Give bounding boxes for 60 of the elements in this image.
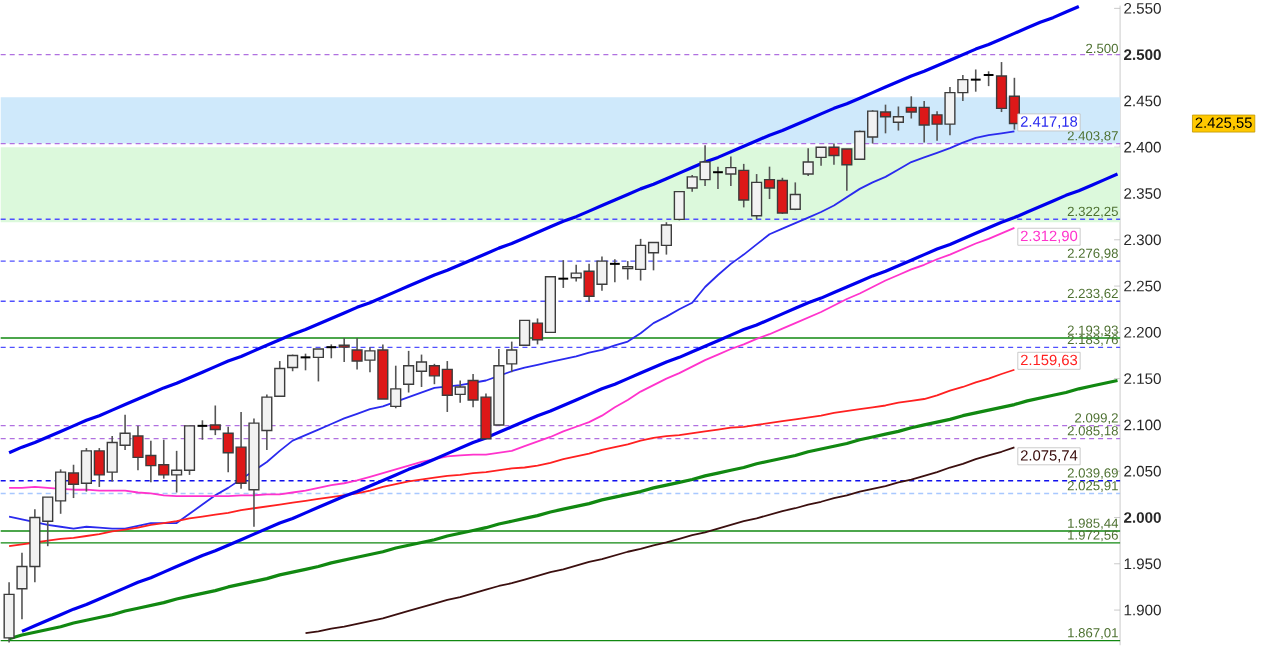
ref-line-label: 2.025,91 [1067,481,1118,493]
y-tick-label: 2.300 [1124,234,1161,246]
ref-line-label: 2.500 [1086,43,1118,54]
ref-line-label: 1.867,01 [1068,628,1118,640]
candlestick [67,464,80,500]
candlestick [428,363,441,386]
candlestick [209,404,221,437]
y-tick-label: 2.550 [1124,3,1161,14]
candlestick [390,365,402,410]
data-label: 2.075,74 [1020,450,1078,463]
ref-line-label: 2.085,18 [1067,426,1118,438]
y-tick-label: 2.400 [1124,142,1161,153]
data-label: 2.159,63 [1020,354,1078,368]
candlestick [802,147,814,177]
candlestick [415,353,428,388]
y-tick-label: 2.150 [1124,373,1161,385]
y-tick-label: 2.350 [1124,188,1161,200]
y-tick-label: 2.200 [1124,327,1161,338]
candlestick [789,181,801,212]
candlestick [531,317,544,346]
candlestick [506,340,518,374]
ref-line-label: 2.403,87 [1067,131,1118,143]
candlestick [158,439,170,480]
y-tick-label: 2.250 [1124,280,1161,292]
data-label: 2.417,18 [1020,116,1078,129]
ref-line-label: 2.233,62 [1067,288,1118,300]
y-tick-label: 2.450 [1124,95,1161,107]
candlestick [325,343,338,360]
ref-line-label: 1.985,44 [1068,518,1119,530]
ref-line-label: 2.193,93 [1067,325,1118,337]
ref-line-label: 2.039,69 [1067,468,1118,480]
candlestick [312,348,325,383]
y-tick-label: 2.050 [1124,466,1161,477]
candlestick [905,95,917,120]
y-tick-label: 2.500 [1124,49,1161,61]
y-tick-label: 1.900 [1124,604,1161,616]
candlestick [969,68,982,93]
candlestick [712,166,724,190]
candlestick [196,419,209,441]
candlestick [763,166,776,201]
ref-line-label: 2.276,98 [1067,248,1118,260]
y-tick-label: 2.000 [1124,512,1161,524]
candlestick [608,258,621,284]
y-tick-label: 2.100 [1124,419,1161,431]
candlestick [171,450,183,494]
ref-line-label: 2.322,25 [1067,206,1118,218]
candlestick [338,337,350,363]
candlestick [660,221,672,256]
ref-line-label: 2.099,2 [1075,413,1118,425]
y-tick-label: 1.950 [1124,558,1161,570]
candlestick [725,155,737,188]
candlestick [557,259,570,289]
candlestick [622,260,634,281]
ref-line-label: 1.972,56 [1068,530,1118,542]
text: 2.425,55 [1195,117,1252,130]
candlestick [879,104,892,135]
data-label: 2.312,90 [1020,230,1078,244]
candlestick [647,241,660,272]
candlestick [403,350,415,394]
candlestick [892,105,904,132]
